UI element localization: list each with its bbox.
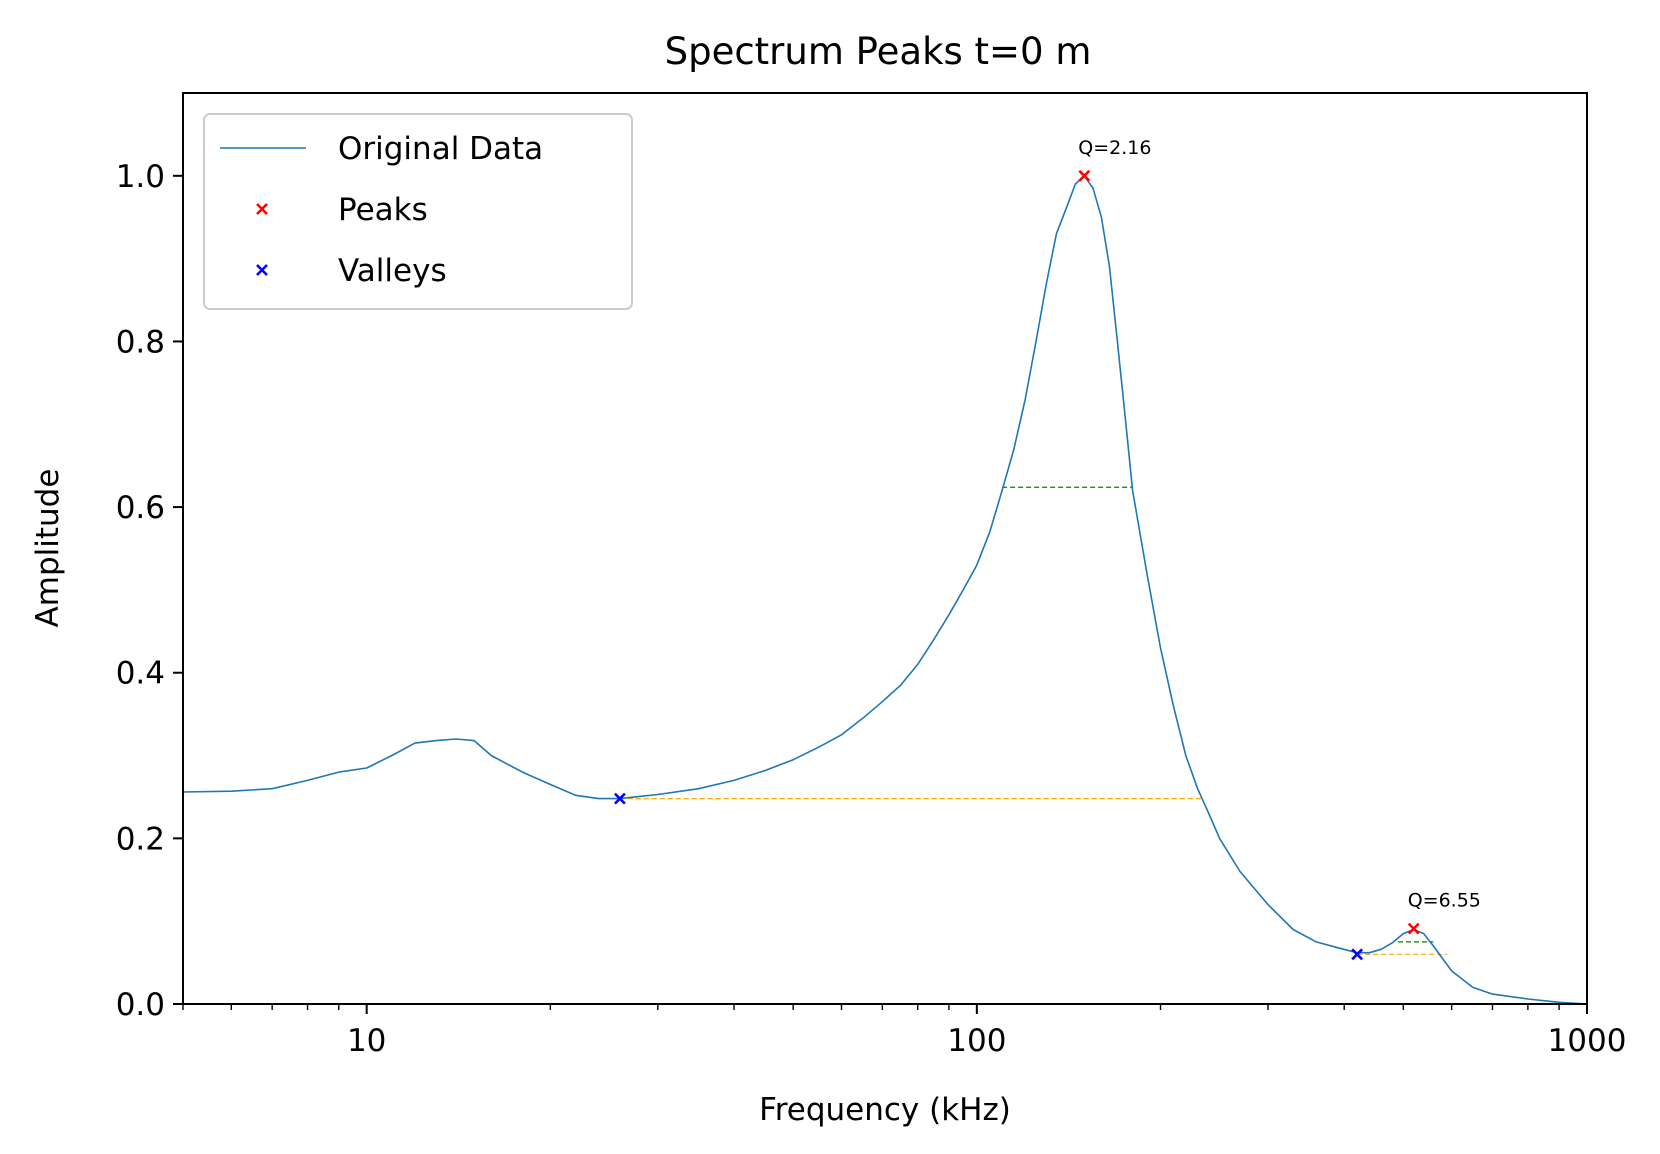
legend-label-valleys: Valleys: [338, 253, 447, 289]
legend-peak-cross-stroke-b: [256, 203, 268, 215]
valley-marker-1-stroke-b: [1351, 948, 1364, 961]
x-tick-label: 1000: [1548, 1023, 1627, 1059]
peak-marker-0-stroke-b: [1078, 169, 1091, 182]
legend-valley-cross-stroke-b: [256, 264, 268, 276]
series-line-original-data: [182, 175, 1588, 1005]
y-tick-label: 0.2: [116, 821, 165, 857]
legend-label-original-data: Original Data: [338, 131, 543, 167]
peak-marker-0: [1078, 169, 1091, 182]
y-tick-label: 0.8: [116, 324, 165, 360]
legend-label-peaks: Peaks: [338, 192, 428, 228]
x-axis: 10 100 1000: [182, 1004, 1627, 1059]
y-axis-label: Amplitude: [30, 469, 66, 628]
x-axis-label: Frequency (kHz): [759, 1092, 1011, 1128]
y-tick-label: 0.6: [116, 490, 165, 526]
x-tick-label: 10: [347, 1023, 386, 1059]
y-tick-label: 1.0: [116, 159, 165, 195]
y-axis: 0.0 0.2 0.4 0.6 0.8 1.0: [116, 159, 183, 1023]
valley-marker-0-stroke-b: [613, 792, 626, 805]
legend-valley-cross: [256, 264, 268, 276]
peak-annotation-1: Q=6.55: [1408, 890, 1481, 912]
y-tick-label: 0.0: [116, 987, 165, 1023]
peak-marker-1: [1407, 922, 1420, 935]
peak-marker-1-stroke-b: [1407, 922, 1420, 935]
chart-title: Spectrum Peaks t=0 m: [665, 30, 1092, 73]
legend: Original Data Peaks Valleys: [203, 113, 633, 310]
axes-frame: [182, 92, 1588, 1005]
peak-annotation-0: Q=2.16: [1078, 137, 1151, 159]
valley-marker-0: [613, 792, 626, 805]
valley-marker-1: [1351, 948, 1364, 961]
plot-area: Q=2.16 Q=6.55: [182, 137, 1588, 1005]
x-tick-label: 100: [947, 1023, 1006, 1059]
y-tick-label: 0.4: [116, 656, 165, 692]
legend-peak-cross: [256, 203, 268, 215]
legend-peak-marker: [256, 203, 268, 215]
legend-box: [203, 113, 633, 310]
legend-valley-marker: [256, 264, 268, 276]
